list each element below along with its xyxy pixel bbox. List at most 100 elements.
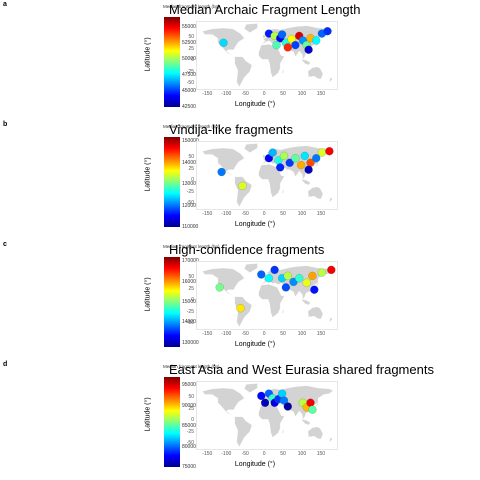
data-point bbox=[308, 271, 317, 280]
data-point bbox=[277, 389, 287, 398]
data-point bbox=[300, 151, 309, 160]
color-scale-bar bbox=[164, 257, 180, 347]
world-map-svg bbox=[202, 23, 334, 88]
y-tick-label: 0 bbox=[191, 297, 194, 304]
legend-tick-label: 85000 bbox=[182, 423, 196, 430]
y-axis-label: Latitude (°) bbox=[144, 276, 152, 312]
x-axis-label: Longitude (°) bbox=[234, 101, 276, 108]
legend-tick-label: 170000 bbox=[182, 258, 199, 265]
landmass bbox=[329, 197, 333, 204]
landmass bbox=[300, 298, 311, 306]
legend-tick-label: 52500 bbox=[182, 39, 196, 46]
x-tick-label: -50 bbox=[241, 91, 249, 97]
landmass bbox=[258, 44, 285, 78]
legend-tick-label: 90000 bbox=[182, 402, 196, 409]
data-point bbox=[215, 283, 224, 292]
x-tick-label: 150 bbox=[316, 451, 326, 457]
data-point bbox=[327, 265, 336, 275]
legend-title: Median fragment length (bp) bbox=[163, 124, 220, 129]
chart-panel-a: a Median fragment length (bp) 55000 52500 50… bbox=[0, 0, 480, 120]
landmass bbox=[307, 426, 324, 439]
chart-title: Median Archaic Fragment Length bbox=[169, 2, 361, 17]
legend-tick-label: 130000 bbox=[182, 339, 199, 346]
y-tick-label: -25 bbox=[186, 308, 194, 315]
y-tick-label: 50 bbox=[188, 154, 194, 161]
landmass bbox=[244, 23, 258, 33]
landmass bbox=[244, 143, 258, 153]
data-point bbox=[317, 148, 327, 157]
legend-tick-label: 55000 bbox=[182, 23, 196, 30]
data-point bbox=[312, 154, 321, 163]
data-point bbox=[310, 285, 319, 294]
landmass bbox=[329, 317, 333, 324]
data-point bbox=[276, 163, 285, 172]
data-point bbox=[283, 43, 292, 52]
y-tick-label: 0 bbox=[191, 417, 194, 424]
panel-letter: c bbox=[3, 241, 7, 248]
y-tick-label: 50 bbox=[188, 394, 194, 401]
x-tick-label: -100 bbox=[221, 451, 232, 457]
chart-title: High-confidence fragments bbox=[169, 242, 325, 257]
landmass bbox=[244, 263, 258, 273]
y-tick-label: 25 bbox=[188, 165, 194, 172]
landmass bbox=[244, 383, 258, 393]
panel-letter: b bbox=[3, 121, 8, 128]
map-plot-area bbox=[196, 141, 338, 210]
data-point bbox=[257, 270, 266, 279]
legend-title: Median fragment length (bp) bbox=[163, 4, 220, 9]
x-tick-label: 100 bbox=[297, 211, 307, 217]
data-point bbox=[291, 154, 300, 163]
x-axis-label: Longitude (°) bbox=[234, 461, 276, 468]
data-point bbox=[260, 398, 270, 407]
color-scale-bar bbox=[164, 377, 180, 467]
data-point bbox=[281, 283, 291, 292]
legend-tick-label: 45000 bbox=[182, 87, 196, 94]
data-point bbox=[283, 402, 292, 411]
x-axis-label: Longitude (°) bbox=[234, 341, 276, 348]
x-tick-label: -150 bbox=[202, 211, 213, 217]
data-point bbox=[308, 405, 317, 414]
data-point bbox=[312, 36, 321, 45]
landmass bbox=[202, 267, 245, 298]
landmass bbox=[258, 404, 285, 438]
data-point bbox=[285, 158, 294, 167]
data-point bbox=[304, 45, 313, 54]
y-tick-label: 50 bbox=[188, 274, 194, 281]
x-tick-label: -50 bbox=[241, 331, 249, 337]
x-tick-label: -150 bbox=[202, 91, 213, 97]
panel-letter: a bbox=[3, 1, 7, 8]
chart-panel-c: c Median fragment length (bp) 170000 160000… bbox=[0, 240, 480, 360]
legend-title: Median fragment length (bp) bbox=[163, 244, 220, 249]
landmass bbox=[281, 68, 285, 73]
x-tick-label: 50 bbox=[280, 211, 286, 217]
data-point bbox=[323, 27, 332, 36]
landmass bbox=[234, 296, 253, 328]
x-tick-label: -150 bbox=[202, 331, 213, 337]
data-point bbox=[268, 148, 277, 157]
world-map-svg bbox=[202, 143, 334, 208]
landmass bbox=[234, 416, 253, 448]
legend-tick-label: 160000 bbox=[182, 278, 199, 285]
legend-tick-label: 75000 bbox=[182, 464, 196, 470]
x-tick-label: 100 bbox=[297, 331, 307, 337]
landmass bbox=[307, 186, 324, 199]
landmass bbox=[307, 66, 324, 79]
data-point bbox=[238, 181, 247, 191]
data-point bbox=[304, 165, 313, 174]
data-point bbox=[295, 274, 304, 283]
x-tick-label: 100 bbox=[297, 91, 307, 97]
y-axis-label: Latitude (°) bbox=[144, 396, 152, 432]
data-point bbox=[264, 274, 274, 283]
y-tick-label: 0 bbox=[191, 57, 194, 64]
x-tick-label: -150 bbox=[202, 451, 213, 457]
legend-tick-label: 47500 bbox=[182, 71, 196, 78]
legend-tick-label: 130000 bbox=[182, 181, 199, 188]
legend-tick-label: 120000 bbox=[182, 202, 199, 209]
data-point bbox=[291, 41, 300, 50]
chart-title: Vindija-like fragments bbox=[169, 122, 294, 137]
x-tick-label: 50 bbox=[280, 451, 286, 457]
legend-tick-label: 110000 bbox=[182, 224, 199, 230]
data-point bbox=[257, 391, 266, 400]
y-tick-label: 0 bbox=[191, 177, 194, 184]
data-point bbox=[302, 278, 311, 287]
